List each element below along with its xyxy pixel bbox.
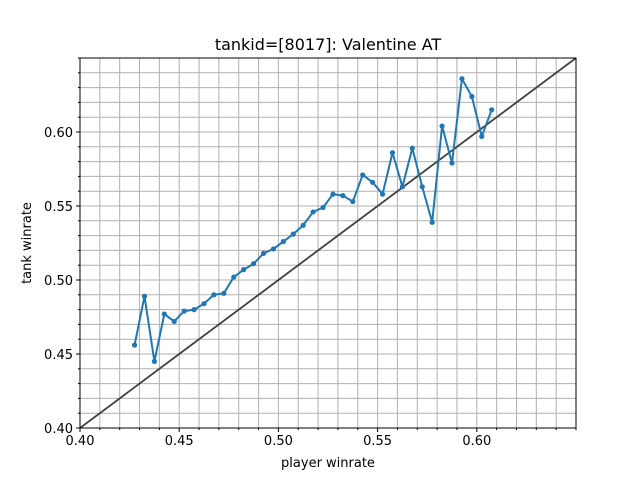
data-point [300, 222, 306, 228]
data-point [231, 274, 237, 280]
x-tick-label: 0.45 [165, 434, 194, 449]
plot-frame [79, 57, 577, 429]
x-tick-label: 0.40 [66, 434, 95, 449]
x-tick-label: 0.60 [462, 434, 491, 449]
data-point [389, 150, 396, 156]
y-tick-label: 0.40 [44, 422, 73, 437]
data-point [469, 93, 475, 100]
y-tick-label: 0.50 [44, 274, 73, 289]
data-point [350, 198, 356, 205]
chart-title: tankid=[8017]: Valentine AT [215, 35, 442, 54]
data-point [221, 290, 227, 296]
data-point [171, 318, 177, 325]
data-point [290, 231, 296, 237]
y-tick-label: 0.55 [44, 200, 73, 215]
data-point [270, 246, 277, 252]
series-layer [131, 76, 495, 364]
data-point [340, 193, 346, 199]
data-point [479, 133, 485, 140]
x-tick-label: 0.50 [264, 434, 293, 449]
data-point [260, 250, 267, 256]
x-tick-label: 0.55 [363, 434, 392, 449]
data-point [449, 160, 455, 166]
data-point [310, 209, 316, 215]
data-point [211, 292, 217, 298]
data-point [459, 76, 465, 82]
y-tick-label: 0.60 [44, 126, 73, 141]
data-point [241, 267, 247, 273]
data-point [399, 184, 405, 190]
identity-reference-line [80, 58, 576, 428]
data-point [370, 179, 376, 185]
data-point [489, 107, 495, 113]
data-point [439, 123, 445, 129]
data-point [191, 307, 197, 313]
data-point [320, 204, 326, 211]
data-point [161, 311, 167, 317]
y-axis-label: tank winrate [20, 202, 35, 284]
data-point [379, 191, 386, 197]
data-point [131, 342, 138, 348]
data-point [419, 184, 425, 190]
data-point [409, 145, 415, 151]
reference-line [80, 58, 576, 428]
data-point [151, 358, 157, 364]
data-point [280, 238, 286, 245]
data-point [251, 261, 257, 267]
grid [79, 57, 577, 429]
x-axis-label: player winrate [281, 456, 375, 471]
data-point [201, 301, 207, 307]
ticks: 0.40 0.45 0.50 0.55 0.60 0.40 0.45 0.50 0.55 0.60 [44, 57, 577, 449]
data-point [141, 293, 148, 299]
data-point [330, 191, 336, 197]
data-point [360, 172, 366, 178]
y-tick-label: 0.45 [44, 348, 73, 363]
data-point [181, 308, 187, 314]
data-point [429, 219, 435, 225]
